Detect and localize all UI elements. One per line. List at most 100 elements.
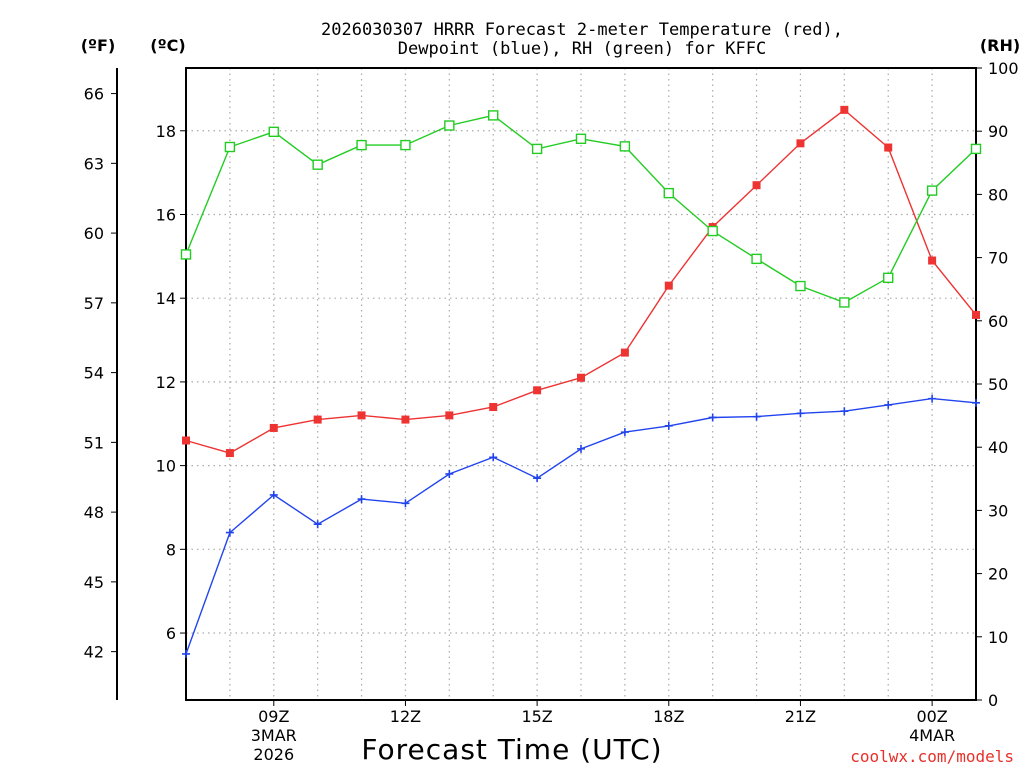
x-tick-label: 18Z bbox=[653, 707, 684, 726]
temperature-point bbox=[884, 143, 893, 152]
rh-point bbox=[707, 225, 718, 237]
data-series bbox=[180, 105, 982, 658]
temperature-point bbox=[577, 373, 585, 382]
rh-point bbox=[795, 280, 806, 292]
rh-tick-label: 80 bbox=[988, 185, 1008, 204]
rh-tick-label: 100 bbox=[988, 59, 1019, 78]
rh-tick-label: 0 bbox=[988, 691, 998, 710]
fahrenheit-tick-label: 45 bbox=[84, 573, 104, 592]
rh-point bbox=[883, 272, 894, 284]
fahrenheit-tick-label: 54 bbox=[84, 364, 104, 383]
x-tick-label: 09Z bbox=[258, 707, 289, 726]
rh-point bbox=[180, 249, 192, 260]
celsius-tick-label: 12 bbox=[156, 373, 176, 392]
grid-lines bbox=[186, 68, 976, 700]
rh-tick-label: 60 bbox=[988, 312, 1008, 331]
rh-tick-label: 70 bbox=[988, 249, 1008, 268]
rh-point bbox=[444, 120, 455, 131]
dewpoint-point bbox=[533, 474, 542, 483]
fahrenheit-unit-label: (ºF) bbox=[81, 36, 116, 55]
celsius-unit-label: (ºC) bbox=[150, 36, 185, 55]
x-tick-label: 15Z bbox=[521, 707, 552, 726]
rh-point bbox=[575, 133, 587, 144]
chart-title-line1: 2026030307 HRRR Forecast 2-meter Tempera… bbox=[321, 20, 843, 40]
temperature-point bbox=[840, 105, 849, 114]
rh-point bbox=[312, 159, 323, 170]
x-axis-title: Forecast Time (UTC) bbox=[361, 733, 662, 766]
rh-point bbox=[970, 143, 982, 155]
fahrenheit-tick-label: 66 bbox=[84, 85, 104, 104]
temperature-point bbox=[182, 436, 190, 445]
rh-tick-label: 30 bbox=[988, 501, 1008, 520]
rh-point bbox=[224, 141, 236, 153]
dewpoint-point bbox=[225, 528, 234, 537]
celsius-tick-label: 6 bbox=[166, 624, 176, 643]
dewpoint-point bbox=[884, 400, 893, 409]
temperature-point bbox=[269, 423, 278, 432]
credit-text: coolwx.com/models bbox=[850, 747, 1014, 766]
rh-tick-label: 50 bbox=[988, 375, 1008, 394]
dewpoint-point bbox=[664, 421, 673, 430]
dewpoint-point bbox=[928, 394, 937, 403]
celsius-tick-label: 14 bbox=[156, 289, 176, 308]
dewpoint-point bbox=[620, 428, 629, 437]
dewpoint-point bbox=[577, 444, 585, 453]
celsius-tick-label: 8 bbox=[166, 540, 176, 559]
dewpoint-point bbox=[401, 499, 410, 508]
fahrenheit-tick-label: 60 bbox=[84, 224, 104, 243]
fahrenheit-tick-label: 57 bbox=[84, 294, 104, 313]
celsius-tick-label: 18 bbox=[156, 122, 176, 141]
temperature-point bbox=[533, 386, 542, 395]
dewpoint-point bbox=[182, 649, 190, 658]
dewpoint-point bbox=[445, 469, 454, 478]
rh-tick-label: 10 bbox=[988, 628, 1008, 647]
temperature-point bbox=[489, 403, 498, 412]
dewpoint-point bbox=[840, 407, 849, 416]
rh-point bbox=[531, 143, 543, 155]
temperature-line bbox=[185, 109, 977, 454]
rh-tick-label: 40 bbox=[988, 438, 1008, 457]
rh-point bbox=[663, 187, 674, 199]
rh-point bbox=[268, 126, 279, 138]
celsius-tick-label: 16 bbox=[156, 205, 176, 224]
dewpoint-point bbox=[796, 409, 805, 418]
fahrenheit-tick-label: 42 bbox=[84, 643, 104, 662]
fahrenheit-tick-label: 63 bbox=[84, 154, 104, 173]
x-tick-label: 21Z bbox=[785, 707, 816, 726]
x-date-label: 4MAR bbox=[909, 726, 955, 745]
dewpoint-point bbox=[752, 412, 761, 421]
temperature-point bbox=[313, 415, 322, 424]
fahrenheit-tick-label: 51 bbox=[84, 433, 104, 452]
dewpoint-point bbox=[972, 398, 980, 407]
temperature-point bbox=[445, 411, 454, 420]
rh-point bbox=[488, 110, 499, 121]
fahrenheit-tick-label: 48 bbox=[84, 503, 104, 522]
rh-tick-label: 90 bbox=[988, 122, 1008, 141]
rh-point bbox=[356, 139, 367, 151]
temperature-point bbox=[225, 449, 234, 458]
x-tick-label: 12Z bbox=[390, 707, 421, 726]
rh-point bbox=[839, 297, 850, 308]
temperature-point bbox=[620, 348, 629, 357]
temperature-point bbox=[752, 181, 761, 190]
temperature-point bbox=[357, 411, 366, 420]
temperature-point bbox=[972, 310, 980, 319]
x-tick-label: 00Z bbox=[916, 707, 947, 726]
x-year-label: 2026 bbox=[253, 745, 294, 764]
temperature-point bbox=[664, 281, 673, 290]
dewpoint-point bbox=[489, 453, 498, 462]
rh-point bbox=[751, 253, 762, 265]
rh-point bbox=[619, 141, 631, 152]
celsius-tick-label: 10 bbox=[156, 457, 176, 476]
axis-ticks: 6 8 10 12 14 16 18 42 45 48 51 54 57 60 63 66 0 10 20 30 40 5… bbox=[84, 59, 1019, 764]
temperature-point bbox=[401, 415, 410, 424]
temperature-point bbox=[928, 256, 937, 265]
dewpoint-point bbox=[269, 490, 278, 499]
rh-point bbox=[926, 185, 938, 196]
dewpoint-point bbox=[357, 495, 366, 504]
x-date-label: 3MAR bbox=[251, 726, 297, 745]
dewpoint-point bbox=[708, 413, 717, 422]
rh-tick-label: 20 bbox=[988, 565, 1008, 584]
rh-point bbox=[400, 139, 411, 151]
